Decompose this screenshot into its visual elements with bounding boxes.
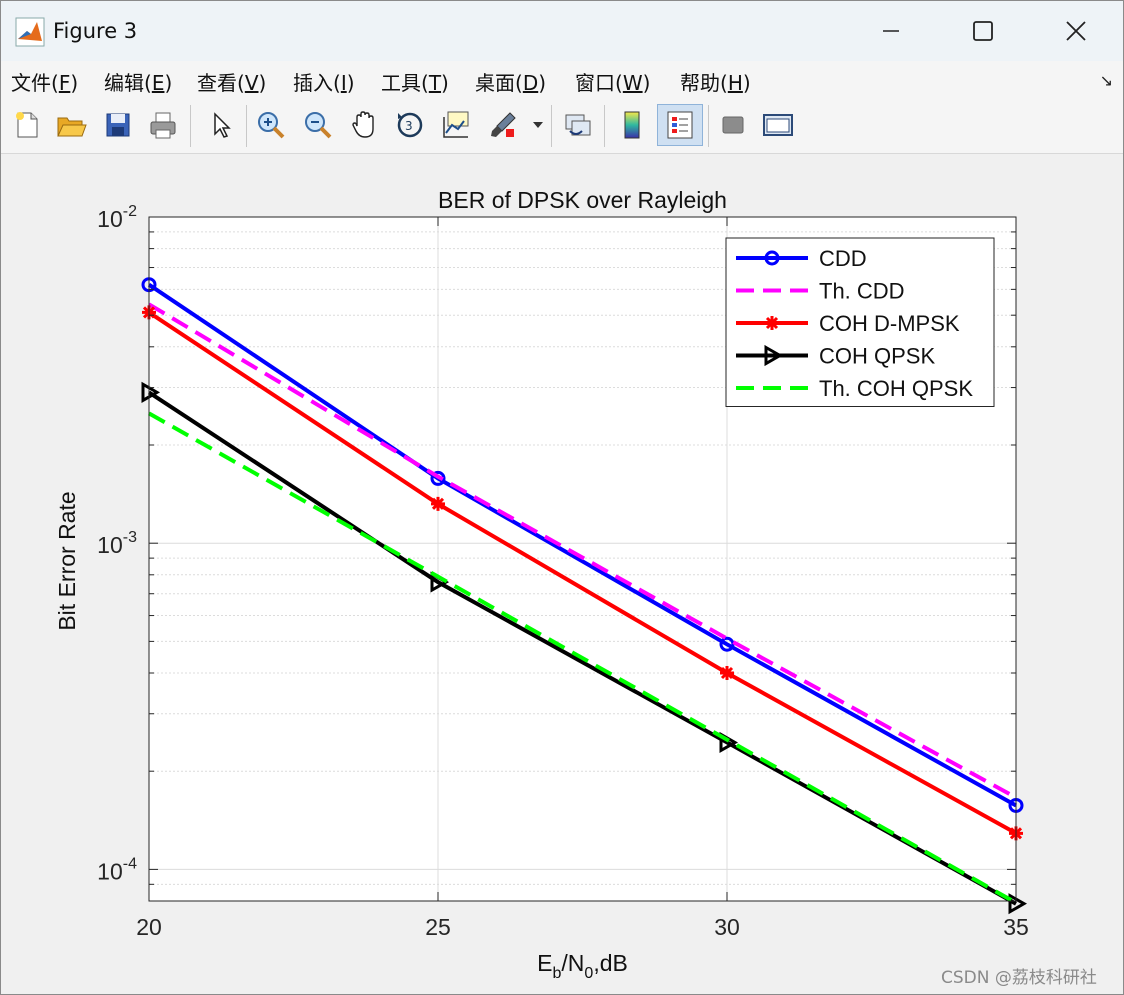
series-line-3	[147, 390, 1017, 906]
y-axis-label: Bit Error Rate	[54, 491, 80, 630]
tick-marks	[148, 216, 1017, 902]
menu-help[interactable]: 帮助(H)	[680, 71, 751, 95]
legend-marker	[765, 316, 779, 330]
new-file-icon	[16, 112, 38, 138]
toolbar-toggle-icon[interactable]: ↘	[1099, 71, 1113, 90]
menu-file[interactable]: 文件(F)	[11, 71, 79, 95]
menu-tools[interactable]: 工具(T)	[381, 71, 449, 95]
x-tick-label: 35	[1003, 914, 1029, 940]
menu-edit[interactable]: 编辑(E)	[104, 71, 173, 95]
brush-dropdown-icon	[533, 122, 543, 128]
maximize-icon	[973, 21, 993, 41]
menu-insert[interactable]: 插入(I)	[293, 71, 355, 95]
x-tick-label: 25	[425, 914, 451, 940]
rotate-button[interactable]: 3	[391, 106, 429, 144]
close-button[interactable]	[1052, 9, 1100, 53]
watermark: CSDN @荔枝科研社	[941, 968, 1097, 988]
dock-button[interactable]	[759, 106, 797, 144]
print-icon	[150, 112, 176, 139]
chart-title: BER of DPSK over Rayleigh	[438, 187, 727, 213]
data-point-marker	[141, 381, 161, 403]
x-tick-label: 30	[714, 914, 740, 940]
new-file-button[interactable]	[8, 106, 46, 144]
matlab-icon	[15, 17, 45, 47]
brush-icon	[491, 112, 516, 137]
series-line-1	[147, 302, 1017, 800]
y-tick-label: 10-3	[97, 529, 137, 558]
menu-view[interactable]: 查看(V)	[197, 71, 267, 95]
series-line-0	[147, 283, 1017, 808]
series-line-4	[148, 411, 1017, 905]
series-group	[141, 277, 1028, 915]
brush-button[interactable]	[485, 106, 523, 144]
y-tick-label: 10-2	[97, 203, 137, 232]
data-point-marker	[720, 666, 734, 680]
brush-dropdown-button[interactable]	[529, 106, 547, 144]
zoom-out-button[interactable]	[299, 106, 337, 144]
toolbar-separator	[190, 105, 191, 147]
menu-desktop[interactable]: 桌面(D)	[475, 71, 547, 95]
rotate-3d-icon: 3	[397, 112, 423, 138]
axes-box	[148, 216, 1017, 902]
zoom-in-icon	[258, 112, 285, 139]
zoom-out-icon	[305, 112, 332, 139]
pan-button[interactable]	[345, 106, 383, 144]
pointer-icon	[214, 112, 231, 138]
legend-label-4: Th. COH QPSK	[819, 376, 973, 401]
series-line-2	[147, 310, 1017, 836]
svg-text:3: 3	[405, 119, 413, 133]
title-bar: Figure 3	[1, 1, 1123, 61]
save-button[interactable]	[99, 106, 137, 144]
save-icon	[106, 113, 130, 137]
data-point-marker	[719, 636, 735, 652]
print-button[interactable]	[144, 106, 182, 144]
colorbar-icon	[624, 111, 640, 139]
zoom-in-button[interactable]	[252, 106, 290, 144]
data-point-marker	[430, 470, 446, 486]
menu-window[interactable]: 窗口(W)	[575, 71, 651, 95]
data-cursor-icon	[443, 111, 469, 138]
legend-marker	[764, 250, 780, 266]
link-plot-icon	[565, 114, 591, 136]
hide-tools-icon	[722, 116, 744, 134]
legend-button[interactable]	[657, 104, 703, 146]
pan-hand-icon	[352, 111, 374, 138]
menu-bar: 文件(F) 编辑(E) 查看(V) 插入(I) 工具(T) 桌面(D) 窗口(W…	[1, 61, 1123, 99]
y-tick-label: 10-4	[97, 855, 137, 884]
figure-toolbar: 3	[1, 99, 1123, 154]
window-title: Figure 3	[53, 19, 138, 43]
legend-marker	[764, 344, 784, 367]
pointer-button[interactable]	[202, 106, 240, 144]
open-button[interactable]	[52, 106, 90, 144]
legend-label-2: COH D-MPSK	[819, 311, 960, 336]
data-cursor-button[interactable]	[437, 106, 475, 144]
toolbar-separator	[708, 105, 709, 147]
data-point-marker	[431, 496, 445, 511]
legend-label-3: COH QPSK	[819, 344, 935, 369]
minimize-button[interactable]	[867, 9, 915, 53]
x-axis-label: Eb/N0,dB	[537, 950, 628, 982]
minor-grid	[149, 231, 1016, 885]
toolbar-separator	[551, 105, 552, 147]
legend: CDD Th. CDD COH D-MPSK COH QPSK Th. COH QPSK	[725, 237, 995, 407]
colorbar-button[interactable]	[613, 106, 651, 144]
minimize-icon	[883, 30, 899, 32]
data-point-marker	[1008, 893, 1028, 915]
dock-icon	[763, 114, 793, 136]
close-icon	[1066, 21, 1086, 41]
legend-icon	[667, 111, 693, 139]
toolbar-separator	[246, 105, 247, 147]
legend-label-1: Th. CDD	[819, 279, 905, 304]
hide-tools-button[interactable]	[714, 106, 752, 144]
x-tick-label: 20	[136, 914, 162, 940]
open-folder-icon	[57, 117, 87, 137]
toolbar-separator	[604, 105, 605, 147]
figure-canvas[interactable]: 20 25 30 35 10-2 10-3 10-4 BER of DPSK over Ray…	[1, 154, 1123, 994]
legend-label-0: CDD	[819, 246, 867, 271]
maximize-button[interactable]	[959, 9, 1007, 53]
link-plot-button[interactable]	[559, 106, 597, 144]
